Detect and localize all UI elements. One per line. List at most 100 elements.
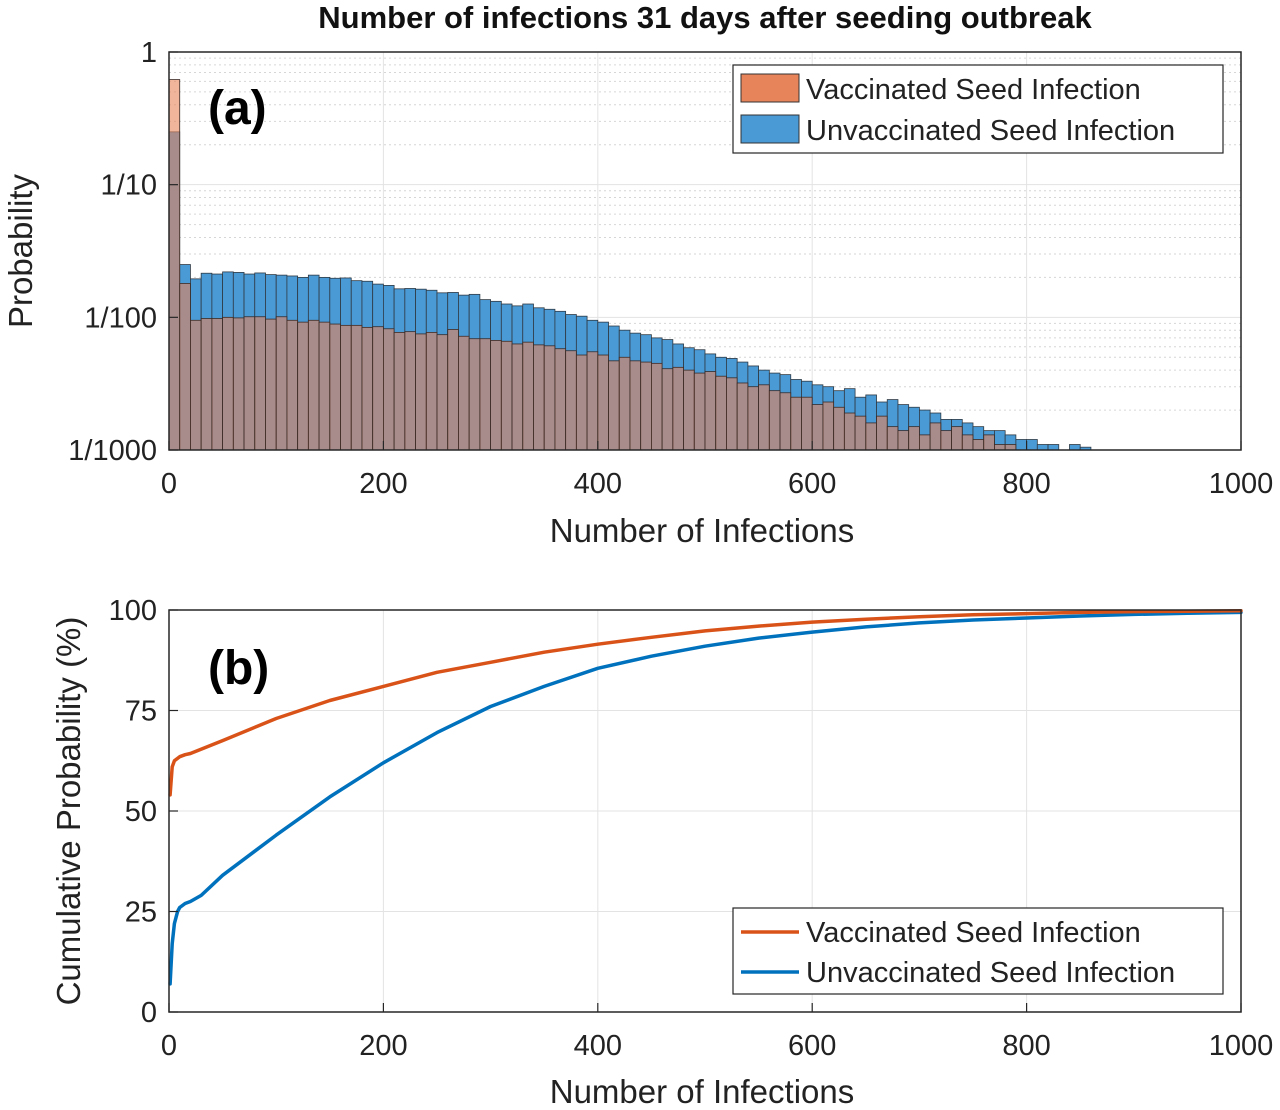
vaccinated-bar: [854, 415, 867, 451]
vaccinated-bar: [843, 412, 856, 451]
legend-swatch-vaccinated: [740, 73, 800, 103]
histogram-x-ticks: 0 200 400 600 800 1000: [161, 441, 1273, 500]
vaccinated-bar: [307, 319, 320, 451]
vaccinated-bar: [415, 333, 427, 451]
y-tick-label: 0: [141, 997, 157, 1029]
y-tick-label: 25: [125, 897, 157, 929]
x-tick-label: 0: [161, 468, 177, 500]
legend-label-unvaccinated-line: Unvaccinated Seed Infection: [806, 957, 1175, 989]
vaccinated-bar: [951, 426, 963, 451]
x-tick-label: 0: [161, 1030, 177, 1062]
unvaccinated-cumulative-line: [168, 610, 1243, 986]
legend-label-unvaccinated: Unvaccinated Seed Infection: [806, 115, 1175, 147]
cumulative-legend-box: [732, 907, 1224, 995]
unvaccinated-bar: [1015, 439, 1028, 451]
vaccinated-bar: [886, 426, 899, 451]
histogram-legend: Vaccinated Seed Infection Unvaccinated S…: [732, 64, 1224, 154]
legend-label-vaccinated-line: Vaccinated Seed Infection: [806, 917, 1141, 949]
vaccinated-bar: [500, 340, 513, 451]
x-tick-label: 1000: [1209, 1030, 1274, 1062]
vaccinated-bar: [511, 343, 524, 451]
cumulative-y-axis-label: Cumulative Probability (%): [50, 617, 87, 1006]
vaccinated-bar: [447, 329, 459, 451]
x-tick-label: 400: [574, 1030, 622, 1062]
vaccinated-bar: [972, 439, 985, 451]
vaccinated-bar: [179, 283, 191, 451]
vaccinated-bar: [929, 422, 942, 451]
vaccinated-bar: [490, 340, 502, 451]
vaccinated-bar: [640, 361, 652, 451]
vaccinated-bar: [254, 316, 266, 451]
vaccinated-bar: [286, 319, 299, 451]
unvaccinated-bar: [1036, 444, 1049, 451]
cumulative-panel: 0 200 400 600 800 1000 0 25 50 75 100 (b) Number …: [50, 595, 1273, 1110]
vaccinated-bar: [693, 372, 706, 451]
vaccinated-bar: [919, 434, 931, 451]
x-tick-label: 600: [788, 468, 836, 500]
panel-label-a: (a): [208, 82, 267, 135]
unvaccinated-bar: [1026, 439, 1038, 451]
vaccinated-bar: [811, 404, 824, 451]
vaccinated-bar: [865, 422, 877, 451]
y-tick-label: 100: [109, 595, 157, 627]
unvaccinated-bar: [1069, 444, 1081, 451]
vaccinated-bar: [586, 351, 599, 451]
vaccinated-bar: [801, 396, 813, 451]
y-tick-label: 50: [125, 796, 157, 828]
vaccinated-cumulative-line: [168, 609, 1243, 797]
vaccinated-bar: [211, 318, 224, 451]
vaccinated-bar: [736, 382, 749, 451]
vaccinated-bar: [672, 366, 684, 451]
vaccinated-bar: [876, 415, 888, 451]
vaccinated-bar: [425, 331, 438, 451]
vaccinated-bar: [790, 396, 802, 451]
vaccinated-bar: [200, 318, 213, 451]
x-tick-label: 600: [788, 1030, 836, 1062]
vaccinated-bar: [243, 316, 256, 451]
y-tick-label: 1: [141, 37, 157, 69]
histogram-x-axis-label: Number of Infections: [550, 512, 854, 549]
vaccinated-bar: [940, 430, 952, 451]
vaccinated-bar: [704, 371, 717, 451]
vaccinated-bar: [265, 318, 277, 451]
vaccinated-bar: [361, 326, 374, 451]
vaccinated-bar: [608, 360, 620, 451]
vaccinated-bar: [908, 426, 920, 451]
vaccinated-bar: [350, 324, 363, 451]
histogram-y-axis-label: Probability: [2, 173, 39, 328]
x-tick-label: 1000: [1209, 468, 1274, 500]
vaccinated-bar: [340, 324, 352, 451]
x-tick-label: 800: [1002, 1030, 1050, 1062]
cumulative-y-ticks: 0 25 50 75 100: [109, 595, 178, 1029]
histogram-y-ticks: 1/1000 1/100 1/10 1: [68, 37, 178, 467]
y-tick-label: 1/1000: [68, 435, 157, 467]
x-tick-label: 400: [574, 468, 622, 500]
vaccinated-bar: [747, 386, 760, 451]
vaccinated-bar: [768, 390, 781, 451]
cumulative-lines: [168, 609, 1243, 986]
panel-label-b: (b): [208, 642, 269, 695]
vaccinated-bar: [232, 317, 245, 451]
vaccinated-bar: [222, 316, 234, 451]
figure-title: Number of infections 31 days after seedi…: [318, 0, 1092, 35]
vaccinated-bar: [297, 321, 309, 451]
vaccinated-bar: [522, 341, 534, 451]
vaccinated-bar: [961, 434, 974, 451]
vaccinated-bar: [715, 375, 727, 451]
vaccinated-bar: [822, 401, 835, 451]
vaccinated-bars: [168, 79, 1017, 451]
vaccinated-bar: [479, 338, 492, 451]
histogram-axes-box: [168, 51, 1242, 451]
vaccinated-bar: [533, 344, 545, 451]
vaccinated-bar: [382, 328, 395, 451]
cumulative-x-ticks: 0 200 400 600 800 1000: [161, 1003, 1273, 1062]
vaccinated-bar: [629, 360, 642, 451]
vaccinated-bar: [575, 354, 588, 451]
vaccinated-bar: [404, 331, 416, 451]
vaccinated-bar: [779, 392, 792, 451]
histogram-panel: 0 200 400 600 800 1000 1/1000 1/100 1/10 1 (a) N…: [2, 37, 1273, 549]
vaccinated-bar: [190, 319, 202, 451]
vaccinated-bar: [897, 430, 910, 451]
legend-swatch-unvaccinated: [740, 114, 800, 144]
